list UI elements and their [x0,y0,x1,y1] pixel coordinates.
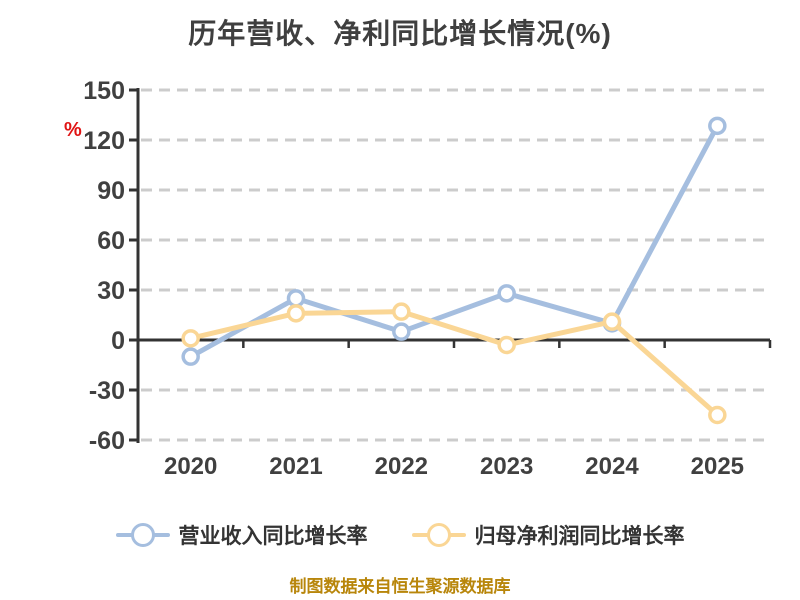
x-tick-label-2022: 2022 [375,453,428,480]
data-point-1-2023 [497,335,516,355]
legend-marker-net-profit [411,523,466,547]
legend-label-net-profit: 归母净利润同比增长率 [474,525,685,548]
legend-item-net-profit[interactable]: 归母净利润同比增长率 [411,520,685,550]
data-point-0-2025 [708,116,727,136]
chart-title: 历年营收、净利同比增长情况(%) [188,18,612,49]
legend-marker-revenue [115,523,170,547]
data-point-1-2024 [602,312,622,331]
x-tick-label-2023: 2023 [480,453,533,480]
data-point-1-2022 [392,302,411,321]
y-axis-unit-label: % [64,119,82,141]
y-tick-label--60: -60 [89,427,125,455]
y-tick-label-30: 30 [97,277,125,305]
x-tick-label-2024: 2024 [585,453,639,480]
y-tick-label--30: -30 [89,377,125,405]
y-tick-label-120: 120 [83,127,125,155]
data-point-1-2025 [708,405,727,425]
y-tick-label-60: 60 [97,227,125,255]
y-tick-label-90: 90 [97,177,125,205]
data-point-0-2020 [181,347,200,366]
y-tick-label-0: 0 [111,327,125,355]
legend-label-revenue: 营业收入同比增长率 [178,525,368,548]
legend: 营业收入同比增长率 归母净利润同比增长率 [0,520,800,550]
x-tick-label-2020: 2020 [164,453,217,480]
series-line-1 [188,309,720,418]
data-point-1-2021 [286,304,306,323]
series-line-0 [188,123,720,360]
data-point-0-2022 [392,322,411,341]
data-point-0-2023 [497,284,516,303]
x-tick-label-2021: 2021 [269,453,322,480]
x-tick-label-2025: 2025 [691,453,744,480]
legend-dot-icon [130,523,155,547]
data-point-0-2021 [286,289,306,308]
y-tick-label-150: 150 [83,77,125,105]
data-point-1-2020 [181,329,200,348]
data-source-note: 制图数据来自恒生聚源数据库 [289,577,511,596]
legend-dot-icon [426,523,451,547]
legend-item-revenue[interactable]: 营业收入同比增长率 [115,520,368,550]
